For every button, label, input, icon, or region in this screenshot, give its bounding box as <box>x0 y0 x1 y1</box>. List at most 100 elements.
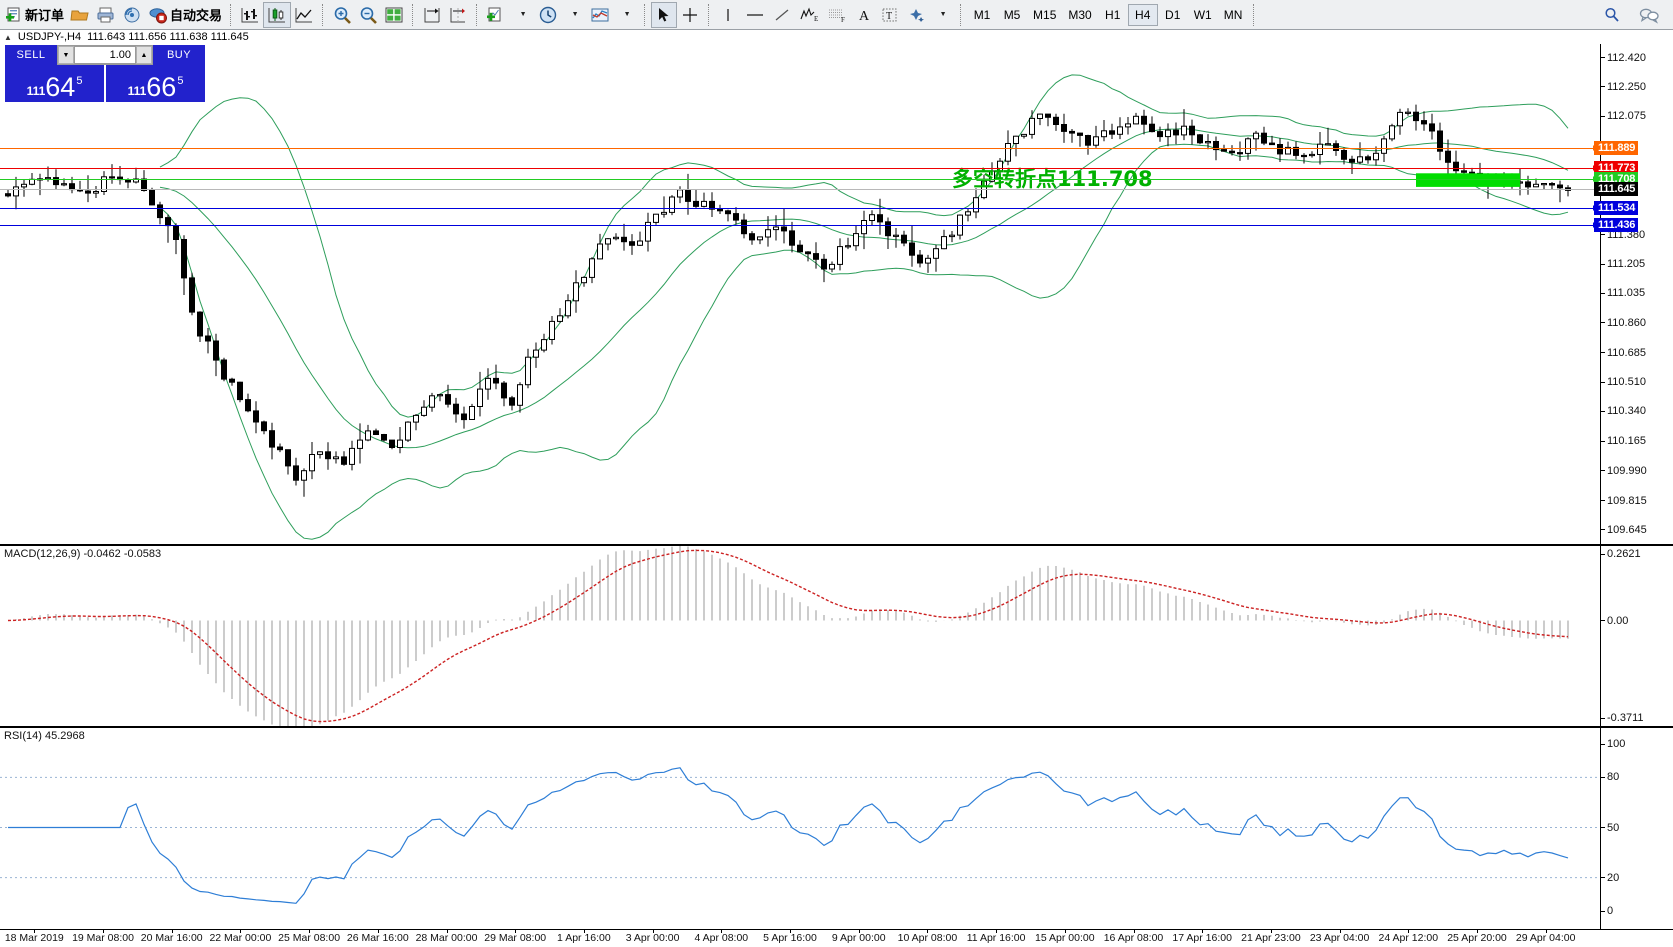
timeframe-w1[interactable]: W1 <box>1193 7 1212 22</box>
macd-plot-area[interactable] <box>0 546 1600 726</box>
time-tick-mark <box>1064 930 1066 933</box>
price-level-line[interactable] <box>0 225 1600 226</box>
elliott-wave-icon[interactable]: E <box>795 2 823 28</box>
collapse-triangle-icon[interactable]: ▲ <box>4 32 12 42</box>
signals-icon[interactable] <box>119 2 145 28</box>
objects-icon[interactable] <box>903 2 929 28</box>
tile-windows-icon[interactable] <box>381 2 407 28</box>
chat-icon[interactable] <box>1635 2 1663 28</box>
time-tick-label: 23 Apr 04:00 <box>1309 932 1370 944</box>
buy-button[interactable]: BUY <box>153 45 205 65</box>
bar-chart-icon[interactable] <box>237 2 263 28</box>
rsi-tick: 50 <box>1601 822 1619 834</box>
price-tick: 112.420 <box>1601 52 1646 64</box>
chevron-down-icon[interactable]: ▼ <box>623 11 631 18</box>
timeframe-d1[interactable]: D1 <box>1165 7 1181 22</box>
time-tick-mark <box>515 930 517 933</box>
timeframe-mn[interactable]: MN <box>1223 7 1243 22</box>
chevron-down-icon[interactable]: ▼ <box>939 11 947 18</box>
macd-title: MACD(12,26,9) -0.0462 -0.0583 <box>4 548 162 560</box>
period-icon[interactable] <box>535 2 561 28</box>
new-order-button[interactable]: 新订单 <box>2 2 67 28</box>
zoom-in-icon[interactable] <box>329 2 355 28</box>
svg-text:A: A <box>859 9 870 24</box>
price-level-label[interactable]: 111.889 <box>1594 140 1639 155</box>
price-plot-area[interactable]: 多空转折点111.708 <box>0 44 1600 544</box>
macd-pane[interactable]: MACD(12,26,9) -0.0462 -0.0583 0.2621 0.00… <box>0 546 1673 726</box>
rsi-y-axis[interactable]: 100 80 50 20 0 <box>1600 728 1673 929</box>
one-click-trading-panel: SELL ▼ 1.00 ▲ BUY 111 64 5 111 66 5 <box>5 45 205 102</box>
crosshair-icon[interactable] <box>677 2 703 28</box>
timeframe-m5[interactable]: M5 <box>1003 7 1021 22</box>
price-level-label[interactable]: 111.534 <box>1594 201 1639 216</box>
buy-price-button[interactable]: 111 66 5 <box>106 65 205 102</box>
trade-controls-row: SELL ▼ 1.00 ▲ BUY <box>5 45 205 65</box>
price-level-label[interactable]: 111.773 <box>1594 160 1639 175</box>
timeframe-m15[interactable]: M15 <box>1033 7 1057 22</box>
print-icon[interactable] <box>93 2 119 28</box>
timeframe-m1[interactable]: M1 <box>973 7 991 22</box>
price-tick: 110.860 <box>1601 317 1646 329</box>
last-price-line[interactable] <box>0 189 1600 191</box>
time-tick-mark <box>858 930 860 933</box>
pane-divider[interactable] <box>0 726 1673 728</box>
main-toolbar: 新订单 自动交易 <box>0 0 1673 30</box>
line-chart-icon[interactable] <box>291 2 317 28</box>
templates-icon[interactable] <box>483 2 509 28</box>
chevron-down-icon[interactable]: ▼ <box>519 11 527 18</box>
price-level-line[interactable] <box>0 208 1600 210</box>
cursor-icon[interactable] <box>651 1 678 28</box>
volume-stepper[interactable]: ▼ 1.00 ▲ <box>57 45 153 65</box>
shift-end-icon[interactable] <box>419 2 445 28</box>
price-pane[interactable]: 多空转折点111.708 112.420 112.250 112.075 111.38… <box>0 44 1673 544</box>
price-level-label[interactable]: 111.436 <box>1594 218 1639 232</box>
macd-tick: 0.2621 <box>1601 548 1641 560</box>
time-tick-label: 25 Mar 08:00 <box>278 932 341 944</box>
zoom-out-icon[interactable] <box>355 2 381 28</box>
candlestick-chart-icon[interactable] <box>263 1 292 28</box>
timeframe-m30[interactable]: M30 <box>1068 7 1092 22</box>
price-tick: 111.035 <box>1601 287 1645 299</box>
sell-button[interactable]: SELL <box>5 45 57 65</box>
macd-tick: 0.00 <box>1601 615 1628 627</box>
price-candles-svg <box>5 74 1571 540</box>
macd-svg <box>7 546 1569 726</box>
price-level-label[interactable]: 111.708 <box>1594 171 1639 186</box>
price-y-axis[interactable]: 112.420 112.250 112.075 111.380 111.205 111.0… <box>1594 44 1673 544</box>
macd-y-axis[interactable]: 0.2621 0.00 -0.3711 <box>1600 546 1673 726</box>
volume-input[interactable]: 1.00 <box>74 46 136 64</box>
vline-icon[interactable] <box>715 2 741 28</box>
grid-icon[interactable] <box>445 2 471 28</box>
toolbar-separator <box>708 3 710 26</box>
price-level-line[interactable] <box>0 178 1600 180</box>
hline-icon[interactable] <box>741 2 769 28</box>
text-label-icon[interactable]: T <box>877 2 903 28</box>
price-level-line[interactable] <box>0 147 1600 149</box>
indicators-icon[interactable] <box>587 2 613 28</box>
autotrade-icon[interactable]: 自动交易 <box>145 2 225 28</box>
sell-price-button[interactable]: 111 64 5 <box>5 65 104 102</box>
pane-divider[interactable] <box>0 544 1673 546</box>
text-icon[interactable]: A <box>851 2 877 28</box>
volume-up-icon[interactable]: ▲ <box>136 46 152 64</box>
rsi-pane[interactable]: RSI(14) 45.2968 100 80 50 20 0 <box>0 728 1673 929</box>
rsi-svg <box>0 767 1600 904</box>
svg-text:E: E <box>814 15 818 23</box>
fibonacci-icon[interactable]: F <box>823 2 851 28</box>
price-level-label[interactable]: 111.645 <box>1594 182 1639 197</box>
folder-icon[interactable] <box>67 2 93 28</box>
autotrade-label: 自动交易 <box>170 8 223 23</box>
time-tick-mark <box>583 930 585 933</box>
search-icon[interactable] <box>1599 2 1625 28</box>
price-level-line[interactable] <box>0 167 1600 169</box>
time-axis[interactable]: 18 Mar 2019 19 Mar 08:00 20 Mar 16:00 22 Ma… <box>0 929 1673 947</box>
trendline-icon[interactable] <box>769 2 795 28</box>
timeframe-h4[interactable]: H4 <box>1127 3 1158 26</box>
time-tick-label: 16 Apr 08:00 <box>1103 932 1164 944</box>
volume-down-icon[interactable]: ▼ <box>58 46 74 64</box>
rsi-plot-area[interactable] <box>0 728 1600 929</box>
timeframe-h1[interactable]: H1 <box>1105 7 1121 22</box>
rsi-title: RSI(14) 45.2968 <box>4 730 85 742</box>
chevron-down-icon[interactable]: ▼ <box>571 11 579 18</box>
